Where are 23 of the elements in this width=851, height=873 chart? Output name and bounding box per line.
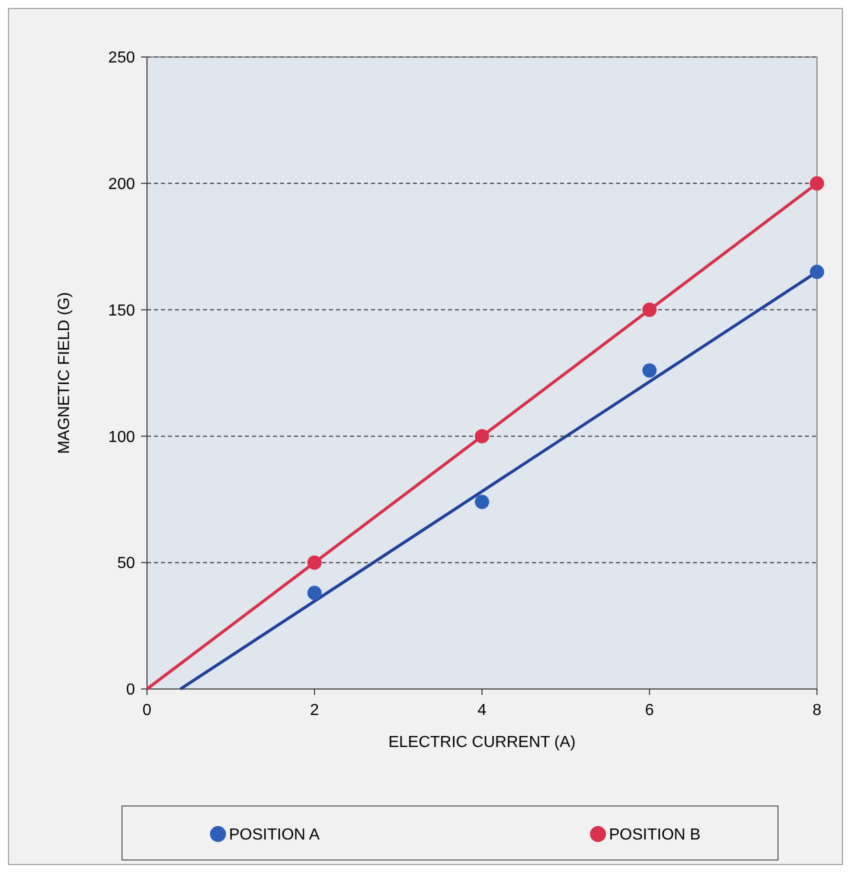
x-tick-label: 2 <box>310 702 320 719</box>
y-tick-label: 100 <box>108 428 136 446</box>
y-tick-label: 0 <box>126 682 136 699</box>
legend-label: POSITION B <box>609 826 701 844</box>
x-tick-label: 6 <box>645 702 654 719</box>
y-tick-label: 200 <box>108 176 136 193</box>
y-tick-label: 250 <box>108 50 136 67</box>
x-tick-label: 0 <box>142 702 152 719</box>
y-tick-label: 50 <box>117 555 136 572</box>
point <box>810 176 824 191</box>
point <box>810 264 824 279</box>
x-axis-title: ELECTRIC CURRENT (A) <box>388 734 576 751</box>
point <box>642 363 657 378</box>
y-axis-title: MAGNETIC FIELD (G) <box>56 292 73 454</box>
legend-label: POSITION A <box>229 826 320 844</box>
point <box>474 429 490 444</box>
y-tick-label: 150 <box>108 302 136 320</box>
point <box>474 494 490 510</box>
point <box>307 555 322 570</box>
x-tick-label: 8 <box>812 702 822 719</box>
point <box>642 302 657 317</box>
x-tick-label: 4 <box>478 702 487 719</box>
point <box>307 586 322 600</box>
